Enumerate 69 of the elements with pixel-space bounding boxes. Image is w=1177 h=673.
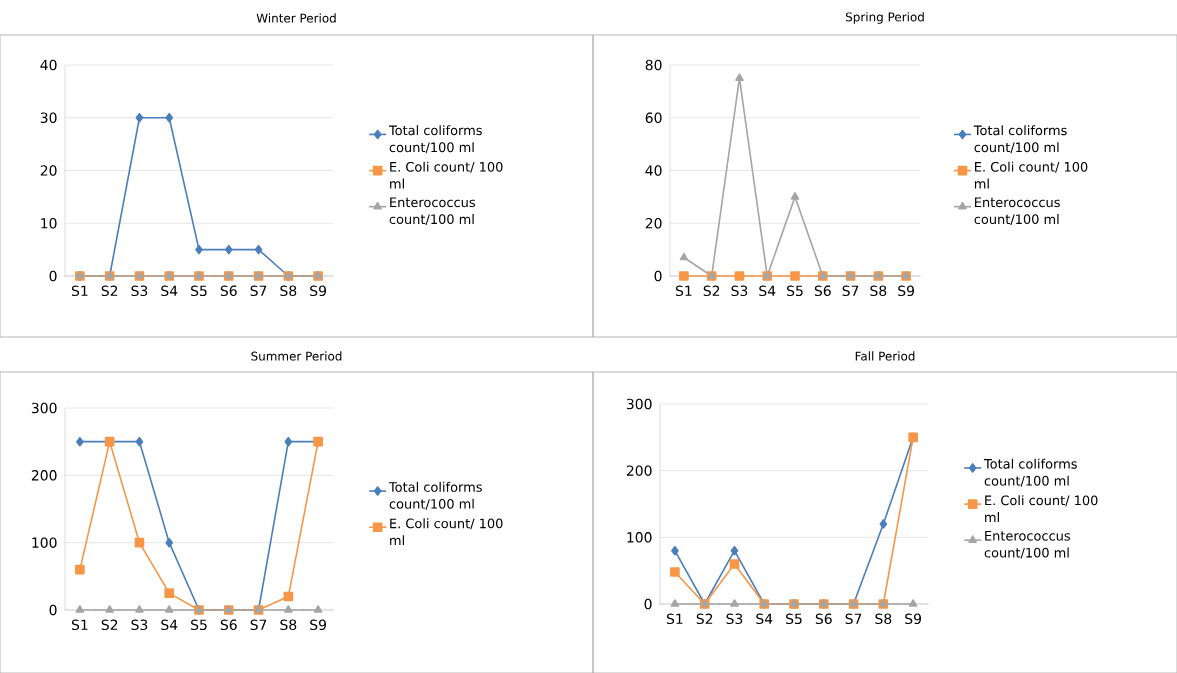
x-tick-label: S1 xyxy=(71,619,88,631)
legend-label: E. Coli count/ 100 ml xyxy=(390,161,503,189)
x-tick-label: S9 xyxy=(310,619,326,631)
x-tick-label: S9 xyxy=(898,285,914,297)
x-tick-label: S8 xyxy=(870,285,887,297)
x-tick-label: S7 xyxy=(845,613,862,625)
x-tick-label: S2 xyxy=(101,285,118,297)
y-tick-label: 100 xyxy=(32,537,57,548)
x-tick-label: S5 xyxy=(191,619,207,631)
x-tick-label: S7 xyxy=(250,285,267,297)
x-tick-label: S3 xyxy=(131,619,148,631)
y-tick-label: 30 xyxy=(40,112,57,124)
y-tick-label: 0 xyxy=(49,604,57,616)
x-tick-label: S6 xyxy=(220,619,237,631)
x-tick-label: S8 xyxy=(280,285,297,297)
x-tick-label: S3 xyxy=(726,613,743,625)
y-tick-label: 20 xyxy=(645,217,662,229)
y-tick-label: 300 xyxy=(31,402,57,414)
x-tick-label: S4 xyxy=(759,285,776,297)
x-tick-label: S8 xyxy=(280,619,297,631)
x-tick-label: S2 xyxy=(101,619,118,631)
y-tick-label: 0 xyxy=(644,598,652,610)
y-tick-label: 0 xyxy=(654,270,662,282)
y-tick-label: 10 xyxy=(41,217,57,229)
legend-label: Total coliforms count/100 ml xyxy=(973,125,1067,154)
y-tick-label: 0 xyxy=(49,270,57,282)
y-tick-label: 80 xyxy=(645,59,662,71)
x-tick-label: S7 xyxy=(842,285,859,297)
y-tick-label: 200 xyxy=(626,465,652,476)
y-tick-label: 40 xyxy=(40,59,57,71)
legend-label: E. Coli count/ 100 ml xyxy=(974,161,1088,189)
x-tick-label: S1 xyxy=(71,285,88,297)
legend-label: Enterococcus count/100 ml xyxy=(389,197,475,226)
x-tick-label: S7 xyxy=(250,619,267,631)
x-tick-label: S2 xyxy=(703,285,720,297)
chart-title: Fall Period xyxy=(855,351,915,361)
legend-label: Total coliforms count/100 ml xyxy=(388,125,482,154)
x-tick-label: S8 xyxy=(875,613,892,625)
legend-label: E. Coli count/ 100 ml xyxy=(985,495,1098,522)
x-tick-label: S6 xyxy=(814,285,831,297)
legend-label: Total coliforms count/100 ml xyxy=(983,458,1077,487)
x-tick-label: S1 xyxy=(675,285,692,297)
chart-title: Spring Period xyxy=(845,12,924,24)
y-tick-label: 300 xyxy=(626,398,652,410)
chart-title: Summer Period xyxy=(251,351,342,361)
legend-label: Enterococcus count/100 ml xyxy=(974,197,1060,226)
x-tick-label: S2 xyxy=(696,613,713,625)
y-tick-label: 20 xyxy=(40,165,57,176)
x-tick-label: S6 xyxy=(220,285,237,297)
x-tick-label: S5 xyxy=(191,285,207,297)
x-tick-label: S9 xyxy=(310,285,326,297)
y-tick-label: 200 xyxy=(31,470,57,481)
x-tick-label: S4 xyxy=(161,285,178,297)
x-tick-label: S4 xyxy=(756,613,773,625)
x-tick-label: S3 xyxy=(731,285,748,297)
legend-label: Enterococcus count/100 ml xyxy=(984,531,1070,559)
x-tick-label: S9 xyxy=(905,613,921,625)
x-tick-label: S1 xyxy=(666,613,683,625)
x-tick-label: S3 xyxy=(131,285,148,297)
chart-title: Winter Period xyxy=(256,13,336,23)
x-tick-label: S4 xyxy=(161,619,178,631)
y-tick-label: 40 xyxy=(645,165,662,176)
x-tick-label: S5 xyxy=(787,285,803,297)
legend-label: Total coliforms count/100 ml xyxy=(388,481,482,510)
x-tick-label: S5 xyxy=(786,613,802,625)
y-tick-label: 60 xyxy=(645,112,662,124)
legend-label: E. Coli count/ 100 ml xyxy=(390,518,503,546)
y-tick-label: 100 xyxy=(627,532,652,543)
x-tick-label: S6 xyxy=(815,613,832,625)
